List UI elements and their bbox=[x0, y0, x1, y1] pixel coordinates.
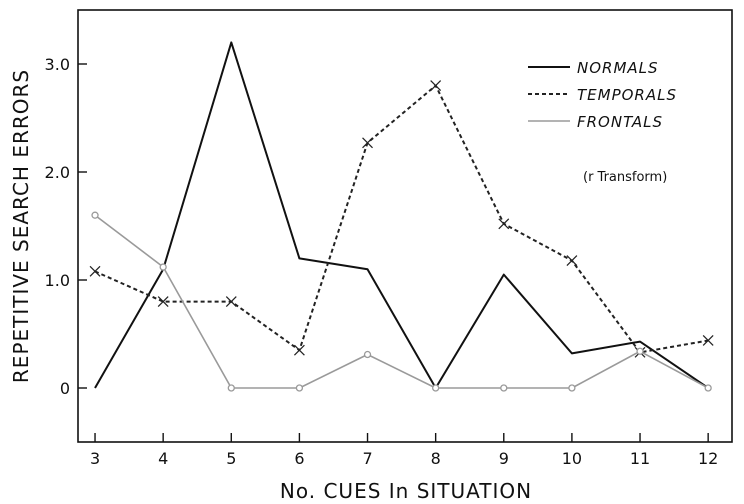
legend-label-normals: NORMALS bbox=[577, 59, 659, 77]
series-line-frontals bbox=[94, 214, 709, 389]
data-point-frontals bbox=[704, 384, 712, 392]
data-point-temporals bbox=[566, 255, 578, 266]
x-tick-label: 12 bbox=[698, 449, 718, 468]
x-tick-label: 9 bbox=[499, 449, 509, 468]
data-point-frontals bbox=[91, 211, 99, 219]
data-point-frontals bbox=[500, 384, 508, 392]
data-point-temporals bbox=[702, 335, 714, 346]
plot-frame bbox=[77, 9, 733, 443]
x-tick-label: 5 bbox=[226, 449, 236, 468]
data-point-frontals bbox=[295, 384, 304, 392]
y-tick-label: 2.0 bbox=[45, 163, 70, 182]
y-tick-label: 1.0 bbox=[45, 271, 70, 290]
data-point-temporals-stroke-b bbox=[702, 335, 714, 346]
data-point-temporals-stroke-b bbox=[293, 344, 305, 356]
series-normals bbox=[94, 41, 709, 389]
x-tick-label: 11 bbox=[630, 449, 650, 468]
data-point-temporals-stroke-b bbox=[362, 137, 373, 149]
data-point-temporals bbox=[293, 344, 305, 356]
data-point-frontals bbox=[159, 263, 167, 271]
data-point-temporals bbox=[225, 296, 237, 308]
y-axis-title: REPETITIVE SEARCH ERRORS bbox=[9, 69, 33, 383]
data-point-frontals bbox=[636, 347, 644, 355]
chart-note: (r Transform) bbox=[583, 170, 667, 185]
y-axis-ticks: 0 1.0 2.0 3.0 bbox=[45, 55, 87, 398]
data-point-temporals-stroke-b bbox=[498, 218, 510, 230]
series-frontals bbox=[91, 211, 712, 392]
x-tick-label: 7 bbox=[362, 449, 372, 468]
x-axis-title: No. CUES In SITUATION bbox=[280, 479, 532, 503]
legend: NORMALS TEMPORALS FRONTALS bbox=[528, 59, 677, 131]
series-line-temporals bbox=[94, 84, 709, 354]
data-point-temporals-stroke-b bbox=[566, 255, 578, 266]
data-point-frontals bbox=[363, 350, 372, 359]
data-point-frontals bbox=[227, 384, 235, 392]
x-tick-label: 3 bbox=[90, 449, 100, 468]
data-point-temporals-stroke-b bbox=[157, 296, 169, 308]
series-temporals bbox=[89, 80, 714, 358]
data-point-temporals-stroke-b bbox=[225, 296, 237, 308]
data-point-temporals-stroke-b bbox=[89, 265, 101, 277]
x-tick-label: 4 bbox=[158, 449, 168, 468]
data-point-temporals bbox=[157, 296, 169, 308]
legend-label-frontals: FRONTALS bbox=[577, 113, 663, 131]
x-tick-label: 6 bbox=[294, 449, 304, 468]
series-layer bbox=[89, 41, 714, 392]
data-point-temporals bbox=[89, 265, 101, 277]
y-tick-label: 0 bbox=[60, 379, 70, 398]
data-point-frontals bbox=[568, 384, 576, 392]
x-tick-label: 8 bbox=[431, 449, 441, 468]
data-point-temporals bbox=[498, 218, 510, 230]
data-point-temporals bbox=[430, 80, 442, 92]
data-point-frontals bbox=[432, 384, 440, 392]
legend-label-temporals: TEMPORALS bbox=[577, 86, 677, 104]
y-tick-label: 3.0 bbox=[45, 55, 70, 74]
x-axis-ticks: 3 4 5 6 7 8 9 10 11 12 bbox=[90, 433, 718, 468]
data-point-temporals bbox=[362, 137, 373, 149]
series-line-normals bbox=[94, 41, 709, 389]
data-point-temporals-stroke-b bbox=[430, 80, 442, 92]
x-tick-label: 10 bbox=[562, 449, 582, 468]
